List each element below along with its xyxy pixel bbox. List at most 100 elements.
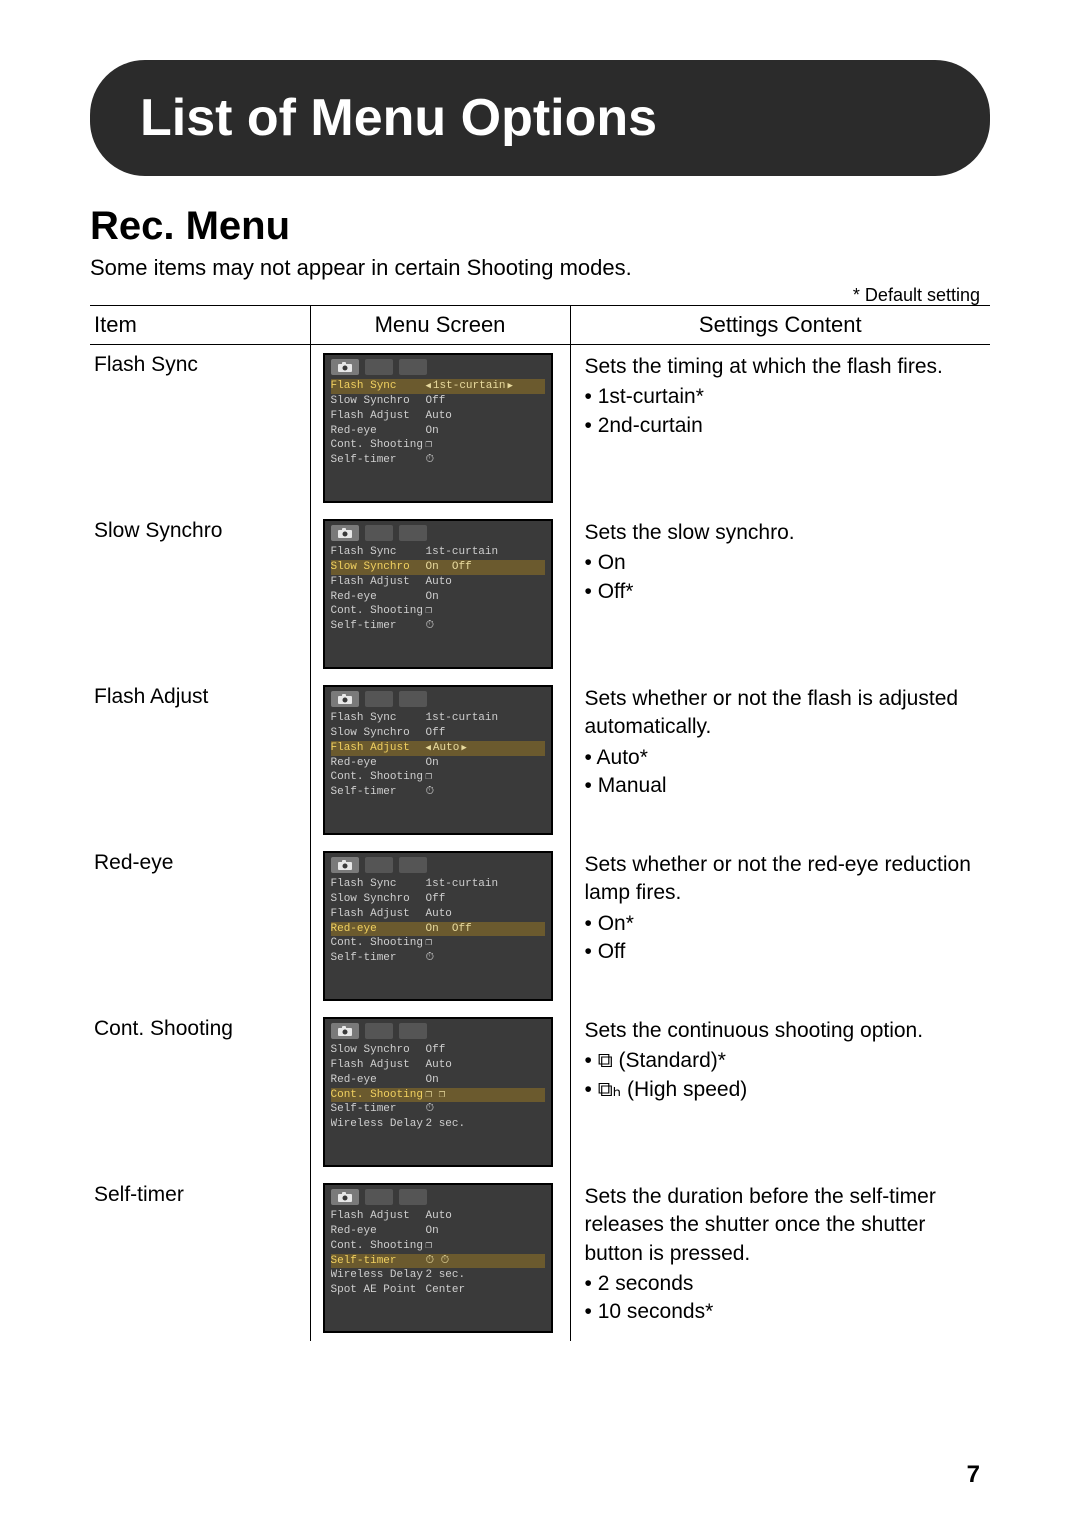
item-name: Cont. Shooting — [90, 1009, 310, 1175]
item-name: Flash Adjust — [90, 677, 310, 843]
lcd-row: Self-timer⏱ ⏱ — [331, 1254, 545, 1269]
lcd-tab — [365, 1189, 393, 1205]
header-item: Item — [90, 306, 310, 345]
camera-lcd: Slow SynchroOffFlash AdjustAutoRed-eyeOn… — [323, 1017, 553, 1167]
lcd-row-value: ❐ — [426, 936, 545, 951]
lcd-row-label: Cont. Shooting — [331, 936, 426, 951]
lcd-row-label: Red-eye — [331, 590, 426, 605]
lcd-row-value: Auto — [426, 409, 545, 424]
lcd-row: Self-timer⏱ — [331, 619, 545, 634]
settings-option: 2nd-curtain — [585, 412, 981, 440]
settings-description: Sets the duration before the self-timer … — [585, 1183, 981, 1268]
lcd-row-label: Flash Adjust — [331, 741, 426, 756]
lcd-row-label: Cont. Shooting — [331, 770, 426, 785]
lcd-row: Cont. Shooting❐ — [331, 438, 545, 453]
lcd-row: Wireless Delay2 sec. — [331, 1117, 545, 1132]
lcd-row-value: ❐ — [426, 1239, 545, 1254]
settings-description: Sets the timing at which the flash fires… — [585, 353, 981, 381]
lcd-tab — [399, 691, 427, 707]
lcd-row-label: Wireless Delay — [331, 1268, 426, 1283]
lcd-row: Cont. Shooting❐ — [331, 1239, 545, 1254]
lcd-row-label: Red-eye — [331, 756, 426, 771]
lcd-row: Cont. Shooting❐ — [331, 770, 545, 785]
lcd-tab — [399, 359, 427, 375]
settings-description: Sets whether or not the red-eye reductio… — [585, 851, 981, 908]
lcd-row: Self-timer⏱ — [331, 1102, 545, 1117]
lcd-row: Red-eyeOn — [331, 756, 545, 771]
lcd-row-label: Spot AE Point — [331, 1283, 426, 1298]
lcd-row-value: ⏱ — [426, 1102, 545, 1117]
lcd-row: Flash Sync1st-curtain — [331, 545, 545, 560]
lcd-row-label: Red-eye — [331, 424, 426, 439]
item-name: Flash Sync — [90, 345, 310, 512]
settings-options-list: OnOff* — [585, 549, 981, 606]
settings-option: On — [585, 549, 981, 577]
table-row: Flash SyncFlash Sync1st-curtainSlow Sync… — [90, 345, 990, 512]
lcd-tab — [399, 525, 427, 541]
lcd-row-value: ❐ — [426, 604, 545, 619]
camera-lcd: Flash AdjustAutoRed-eyeOnCont. Shooting❐… — [323, 1183, 553, 1333]
lcd-row: Slow SynchroOn Off — [331, 560, 545, 575]
lcd-row: Slow SynchroOff — [331, 1043, 545, 1058]
menu-options-table: Item Menu Screen Settings Content Flash … — [90, 305, 990, 1341]
lcd-row-value: 1st-curtain — [426, 711, 545, 726]
item-name: Slow Synchro — [90, 511, 310, 677]
settings-options-list: 1st-curtain*2nd-curtain — [585, 383, 981, 440]
lcd-row-value: On — [426, 756, 545, 771]
item-name: Red-eye — [90, 843, 310, 1009]
lcd-row: Spot AE PointCenter — [331, 1283, 545, 1298]
shooting-modes-note: Some items may not appear in certain Sho… — [90, 255, 990, 281]
lcd-row-value: 2 sec. — [426, 1268, 545, 1283]
table-row: Cont. ShootingSlow SynchroOffFlash Adjus… — [90, 1009, 990, 1175]
lcd-row: Slow SynchroOff — [331, 726, 545, 741]
lcd-row: Red-eyeOn — [331, 1073, 545, 1088]
lcd-row-value: ❐ — [426, 770, 545, 785]
lcd-row-label: Flash Adjust — [331, 1058, 426, 1073]
continuous-standard-icon: ⧉ — [598, 1049, 619, 1072]
lcd-row: Wireless Delay2 sec. — [331, 1268, 545, 1283]
lcd-row-label: Cont. Shooting — [331, 604, 426, 619]
lcd-row: Flash AdjustAuto — [331, 907, 545, 922]
lcd-row-value: ❐ — [426, 438, 545, 453]
lcd-row: Flash AdjustAuto — [331, 1209, 545, 1224]
lcd-row-value: On — [426, 424, 545, 439]
settings-content: Sets the slow synchro.OnOff* — [570, 511, 990, 677]
lcd-row-value: 1st-curtain — [426, 877, 545, 892]
camera-lcd: Flash Sync1st-curtainSlow SynchroOffFlas… — [323, 851, 553, 1001]
header-settings-content: Settings Content — [570, 306, 990, 345]
menu-screen-thumbnail: Flash Sync1st-curtainSlow SynchroOffFlas… — [310, 843, 570, 1009]
lcd-tab-bar — [331, 1189, 545, 1205]
lcd-tab-bar — [331, 691, 545, 707]
lcd-row-label: Flash Adjust — [331, 907, 426, 922]
menu-screen-thumbnail: Flash Sync1st-curtainSlow SynchroOn OffF… — [310, 511, 570, 677]
lcd-row-label: Self-timer — [331, 619, 426, 634]
lcd-row-label: Flash Sync — [331, 877, 426, 892]
lcd-row-label: Slow Synchro — [331, 1043, 426, 1058]
default-setting-note: * Default setting — [853, 285, 980, 306]
lcd-row-label: Flash Sync — [331, 545, 426, 560]
lcd-row-label: Flash Adjust — [331, 575, 426, 590]
lcd-tab — [365, 857, 393, 873]
lcd-row-value: Auto — [426, 1209, 545, 1224]
lcd-row: Self-timer⏱ — [331, 785, 545, 800]
table-row: Flash AdjustFlash Sync1st-curtainSlow Sy… — [90, 677, 990, 843]
lcd-tab — [365, 691, 393, 707]
camera-tab-icon — [331, 359, 359, 375]
menu-screen-thumbnail: Flash AdjustAutoRed-eyeOnCont. Shooting❐… — [310, 1175, 570, 1341]
menu-screen-thumbnail: Slow SynchroOffFlash AdjustAutoRed-eyeOn… — [310, 1009, 570, 1175]
settings-description: Sets whether or not the flash is adjuste… — [585, 685, 981, 742]
lcd-row: Flash AdjustAuto — [331, 575, 545, 590]
lcd-row-value: ⏱ — [426, 619, 545, 634]
lcd-row: Flash Sync1st-curtain — [331, 877, 545, 892]
lcd-row-label: Wireless Delay — [331, 1117, 426, 1132]
lcd-tab — [365, 1023, 393, 1039]
lcd-row: Cont. Shooting❐ — [331, 936, 545, 951]
lcd-row-value: On — [426, 590, 545, 605]
settings-description: Sets the slow synchro. — [585, 519, 981, 547]
lcd-row-value: On Off — [426, 922, 545, 937]
section-title: Rec. Menu — [90, 204, 990, 249]
lcd-row-value: On — [426, 1073, 545, 1088]
lcd-row-value: Off — [426, 726, 545, 741]
lcd-row-value: 2 sec. — [426, 1117, 545, 1132]
lcd-row-value: ⏱ — [426, 453, 545, 468]
